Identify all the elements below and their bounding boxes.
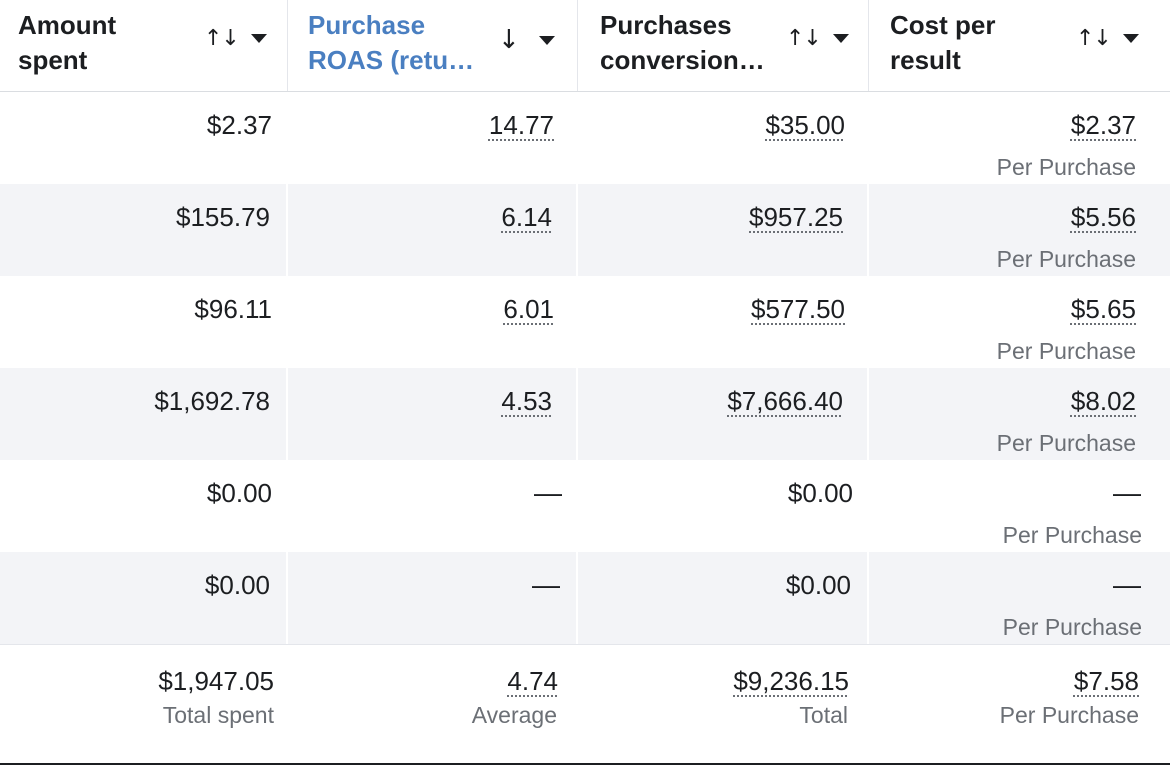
cost-value[interactable]: $5.56 (1070, 202, 1136, 232)
total-conversion-cell: $9,236.15 Total (578, 645, 869, 763)
cost-cell: — Per Purchase (869, 460, 1170, 552)
cost-sublabel: Per Purchase (1002, 522, 1142, 548)
caret-down-icon[interactable] (538, 35, 555, 45)
roas-cell: 4.53 (288, 368, 578, 460)
total-cost-sublabel: Per Purchase (999, 702, 1139, 728)
cost-value: — (1113, 477, 1141, 508)
roas-value[interactable]: 4.53 (501, 386, 552, 416)
cost-cell: — Per Purchase (869, 552, 1170, 644)
sort-both-icon[interactable]: ↑↓ (786, 26, 822, 51)
sort-both-icon[interactable]: ↑↓ (204, 26, 240, 51)
column-header-cost-per-result[interactable]: Cost per result ↑↓ (869, 0, 1170, 91)
table-header: Amount spent ↑↓ Purchase ROAS (retu… ↓ P… (0, 0, 1170, 92)
table-row: $155.79 6.14 $957.25 $5.56 Per Purchase (0, 184, 1170, 276)
column-header-label: Purchase ROAS (retu… (308, 10, 475, 75)
conversion-value[interactable]: $7,666.40 (727, 386, 843, 416)
roas-value[interactable]: 6.01 (503, 294, 554, 324)
amount-spent-cell: $1,692.78 (0, 368, 288, 460)
cost-value[interactable]: $8.02 (1070, 386, 1136, 416)
cost-cell: $5.56 Per Purchase (869, 184, 1170, 276)
conversion-value[interactable]: $957.25 (749, 202, 843, 232)
roas-value: — (532, 569, 560, 600)
conversion-cell: $0.00 (578, 460, 869, 552)
amount-spent-cell: $96.11 (0, 276, 288, 368)
cost-value[interactable]: $2.37 (1070, 110, 1136, 140)
table-row: $2.37 14.77 $35.00 $2.37 Per Purchase (0, 92, 1170, 184)
total-roas-cell: 4.74 Average (288, 645, 578, 763)
total-roas-value[interactable]: 4.74 (507, 666, 558, 696)
cost-value[interactable]: $5.65 (1070, 294, 1136, 324)
column-header-label: Amount spent (18, 10, 117, 75)
conversion-cell: $957.25 (578, 184, 869, 276)
column-header-amount-spent[interactable]: Amount spent ↑↓ (0, 0, 288, 91)
conversion-value: $0.00 (785, 570, 851, 600)
cost-sublabel: Per Purchase (996, 154, 1136, 180)
amount-spent-cell: $155.79 (0, 184, 288, 276)
cost-value: — (1113, 569, 1141, 600)
total-amount-sublabel: Total spent (162, 702, 274, 728)
conversion-value[interactable]: $577.50 (751, 294, 845, 324)
caret-down-icon[interactable] (1122, 34, 1139, 43)
cost-sublabel: Per Purchase (996, 430, 1136, 456)
column-header-purchases-conversion[interactable]: Purchases conversion… ↑↓ (578, 0, 869, 91)
conversion-cell: $7,666.40 (578, 368, 869, 460)
total-cost-cell: $7.58 Per Purchase (869, 645, 1170, 763)
amount-spent-cell: $0.00 (0, 552, 288, 644)
total-amount-value: $1,947.05 (158, 666, 274, 696)
conversion-value: $0.00 (787, 478, 853, 508)
amount-spent-value: $0.00 (206, 478, 272, 508)
total-conversion-sublabel: Total (799, 702, 848, 728)
amount-spent-value: $0.00 (204, 570, 270, 600)
column-header-label: Cost per result (890, 10, 996, 75)
cost-sublabel: Per Purchase (1002, 614, 1142, 640)
table-row: $1,692.78 4.53 $7,666.40 $8.02 Per Purcha… (0, 368, 1170, 460)
table-row: $96.11 6.01 $577.50 $5.65 Per Purchase (0, 276, 1170, 368)
amount-spent-value: $1,692.78 (154, 386, 270, 416)
cost-cell: $2.37 Per Purchase (869, 92, 1170, 184)
roas-cell: 14.77 (288, 92, 578, 184)
roas-value[interactable]: 6.14 (501, 202, 552, 232)
conversion-cell: $0.00 (578, 552, 869, 644)
roas-cell: 6.01 (288, 276, 578, 368)
amount-spent-cell: $2.37 (0, 92, 288, 184)
totals-row: $1,947.05 Total spent 4.74 Average $9,23… (0, 644, 1170, 765)
column-header-label: Purchases conversion… (600, 10, 765, 75)
sort-descending-icon[interactable]: ↓ (498, 25, 520, 55)
sort-both-icon[interactable]: ↑↓ (1076, 26, 1112, 51)
conversion-cell: $35.00 (578, 92, 869, 184)
conversion-cell: $577.50 (578, 276, 869, 368)
cost-cell: $8.02 Per Purchase (869, 368, 1170, 460)
amount-spent-value: $2.37 (206, 110, 272, 140)
roas-value: — (534, 477, 562, 508)
total-cost-value[interactable]: $7.58 (1073, 666, 1139, 696)
total-conversion-value[interactable]: $9,236.15 (733, 666, 849, 696)
table-row: $0.00 — $0.00 — Per Purchase (0, 552, 1170, 644)
roas-cell: — (288, 552, 578, 644)
cost-cell: $5.65 Per Purchase (869, 276, 1170, 368)
roas-cell: — (288, 460, 578, 552)
caret-down-icon[interactable] (250, 34, 267, 43)
column-header-purchase-roas[interactable]: Purchase ROAS (retu… ↓ (288, 0, 578, 91)
total-roas-sublabel: Average (471, 702, 557, 728)
total-amount-cell: $1,947.05 Total spent (0, 645, 288, 763)
cost-sublabel: Per Purchase (996, 338, 1136, 364)
amount-spent-cell: $0.00 (0, 460, 288, 552)
caret-down-icon[interactable] (832, 34, 849, 43)
roas-value[interactable]: 14.77 (488, 110, 554, 140)
conversion-value[interactable]: $35.00 (765, 110, 845, 140)
amount-spent-value: $155.79 (176, 202, 270, 232)
roas-cell: 6.14 (288, 184, 578, 276)
amount-spent-value: $96.11 (194, 294, 272, 324)
cost-sublabel: Per Purchase (996, 246, 1136, 272)
table-row: $0.00 — $0.00 — Per Purchase (0, 460, 1170, 552)
